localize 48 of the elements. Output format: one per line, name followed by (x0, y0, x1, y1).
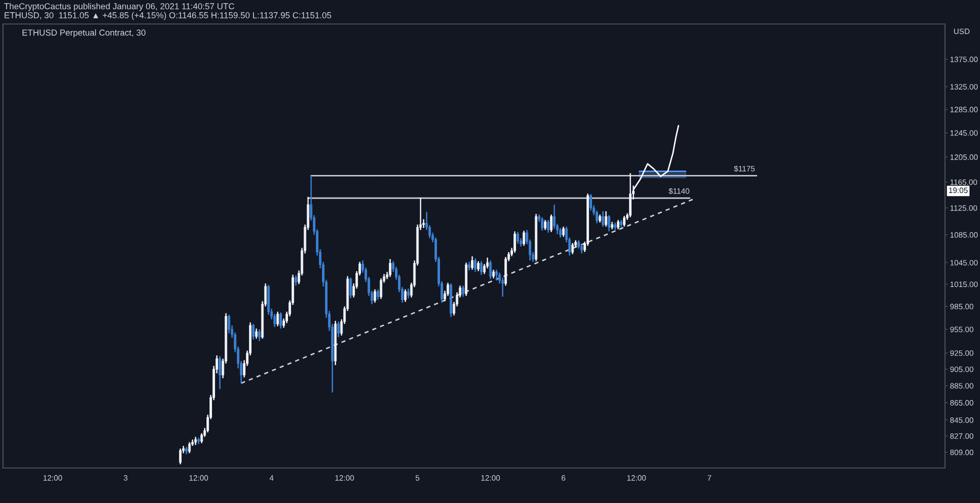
candlestick (547, 219, 550, 234)
candlestick (258, 328, 261, 342)
candlestick (376, 288, 380, 300)
candlestick (559, 227, 562, 238)
candlestick (388, 258, 392, 278)
candlestick (629, 172, 632, 218)
candlestick (616, 219, 620, 230)
candlestick (604, 210, 608, 228)
candlestick (279, 312, 282, 330)
candlestick (337, 320, 340, 338)
candlestick (374, 288, 376, 304)
candlestick (550, 214, 552, 233)
candlestick (571, 242, 574, 255)
candlestick (474, 258, 476, 272)
candlestick (580, 244, 583, 254)
candlestick (404, 288, 407, 303)
candlestick (255, 328, 258, 340)
candlestick (596, 210, 598, 224)
candlestick (179, 448, 182, 465)
candlestick (480, 260, 483, 276)
candlestick (462, 285, 464, 298)
candlestick (495, 269, 498, 282)
chart-subtitle: ETHUSD, 30 1151.05 ▲ +45.85 (+4.15%) O:1146.55 H:1159.50 L:1137.95 C:1151.05 (4, 12, 332, 20)
candlestick (602, 210, 604, 228)
candlestick (228, 314, 230, 334)
candlestick (407, 288, 410, 299)
candlestick (516, 231, 520, 244)
candlestick (590, 194, 592, 212)
candlestick (544, 219, 546, 231)
candlestick (218, 356, 222, 390)
candlestick (188, 442, 191, 454)
candlestick (489, 260, 492, 280)
candlestick (608, 214, 610, 232)
candlestick (276, 311, 279, 327)
candlestick (540, 216, 544, 232)
candlestick (477, 260, 480, 272)
candlestick (522, 230, 526, 246)
candlestick (252, 323, 255, 340)
candlestick (514, 230, 516, 254)
annotation: ETHUSD Perpetual Contract, 30 (22, 29, 146, 38)
candlestick (562, 226, 565, 238)
candlestick (623, 215, 626, 228)
candlestick (349, 277, 352, 299)
candlestick (380, 278, 382, 300)
candlestick (294, 274, 298, 286)
candlestick (471, 256, 474, 270)
chart-title: TheCryptoCactus published January 06, 2021 11:40:57 UTC (4, 2, 234, 12)
candlestick (446, 282, 450, 297)
